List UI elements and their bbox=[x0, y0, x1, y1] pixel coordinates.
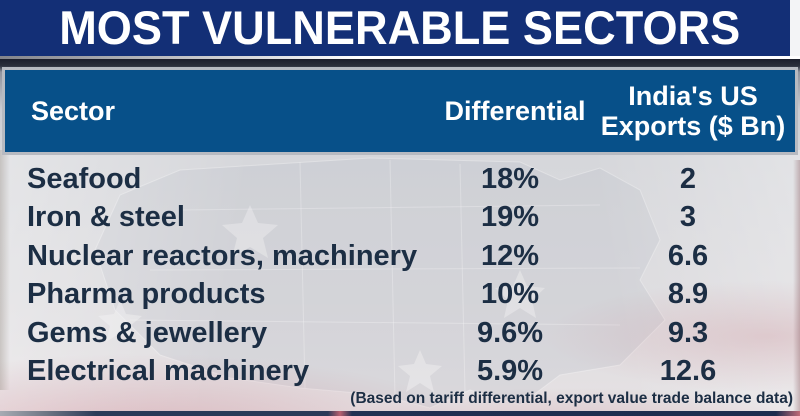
exports-cell: 3 bbox=[679, 201, 697, 234]
us-map-watermark bbox=[94, 157, 666, 409]
table-row: Seafood 18% 2 bbox=[0, 160, 800, 199]
title-underline bbox=[0, 56, 800, 59]
differential-cell: 12% bbox=[480, 239, 540, 272]
column-header-exports: India's US Exports ($ Bn) bbox=[595, 81, 791, 141]
page-title: MOST VULNERABLE SECTORS bbox=[59, 1, 741, 54]
table-row: Pharma products 10% 8.9 bbox=[0, 276, 800, 315]
column-header-sector: Sector bbox=[31, 96, 116, 126]
exports-cell: 2 bbox=[679, 162, 697, 195]
left-edge-shade bbox=[0, 150, 10, 390]
table-row: Electrical machinery 5.9% 12.6 bbox=[0, 353, 800, 392]
flag-watermark bbox=[0, 150, 800, 416]
exports-cell: 8.9 bbox=[667, 278, 709, 311]
source-footnote: (Based on tariff differential, export va… bbox=[350, 390, 793, 407]
differential-cell: 10% bbox=[480, 278, 540, 311]
bottom-video-sliver bbox=[0, 411, 800, 416]
title-bar: MOST VULNERABLE SECTORS bbox=[0, 0, 800, 56]
table-row: Gems & jewellery 9.6% 9.3 bbox=[0, 314, 800, 353]
differential-cell: 9.6% bbox=[476, 316, 544, 349]
differential-cell: 18% bbox=[480, 162, 540, 195]
sector-cell: Electrical machinery bbox=[27, 355, 310, 388]
right-edge-shade bbox=[793, 160, 800, 416]
sector-cell: Gems & jewellery bbox=[27, 316, 268, 349]
exports-cell: 9.3 bbox=[667, 316, 709, 349]
table-row: Nuclear reactors, machinery 12% 6.6 bbox=[0, 237, 800, 276]
column-header-differential: Differential bbox=[444, 96, 586, 126]
title-bar-corner-block bbox=[790, 0, 800, 56]
differential-cell: 19% bbox=[480, 201, 540, 234]
exports-cell: 12.6 bbox=[659, 355, 717, 388]
sector-cell: Seafood bbox=[27, 162, 142, 195]
table-header: Sector Differential India's US Exports (… bbox=[2, 67, 798, 155]
table-body: Seafood 18% 2 Iron & steel 19% 3 Nuclear… bbox=[0, 160, 800, 391]
column-header-exports-label: India's US Exports ($ Bn) bbox=[600, 81, 786, 141]
sector-cell: Pharma products bbox=[27, 278, 266, 311]
sector-cell: Iron & steel bbox=[27, 201, 185, 234]
table-row: Iron & steel 19% 3 bbox=[0, 199, 800, 238]
differential-cell: 5.9% bbox=[476, 355, 544, 388]
exports-cell: 6.6 bbox=[667, 239, 709, 272]
sector-cell: Nuclear reactors, machinery bbox=[27, 239, 418, 272]
